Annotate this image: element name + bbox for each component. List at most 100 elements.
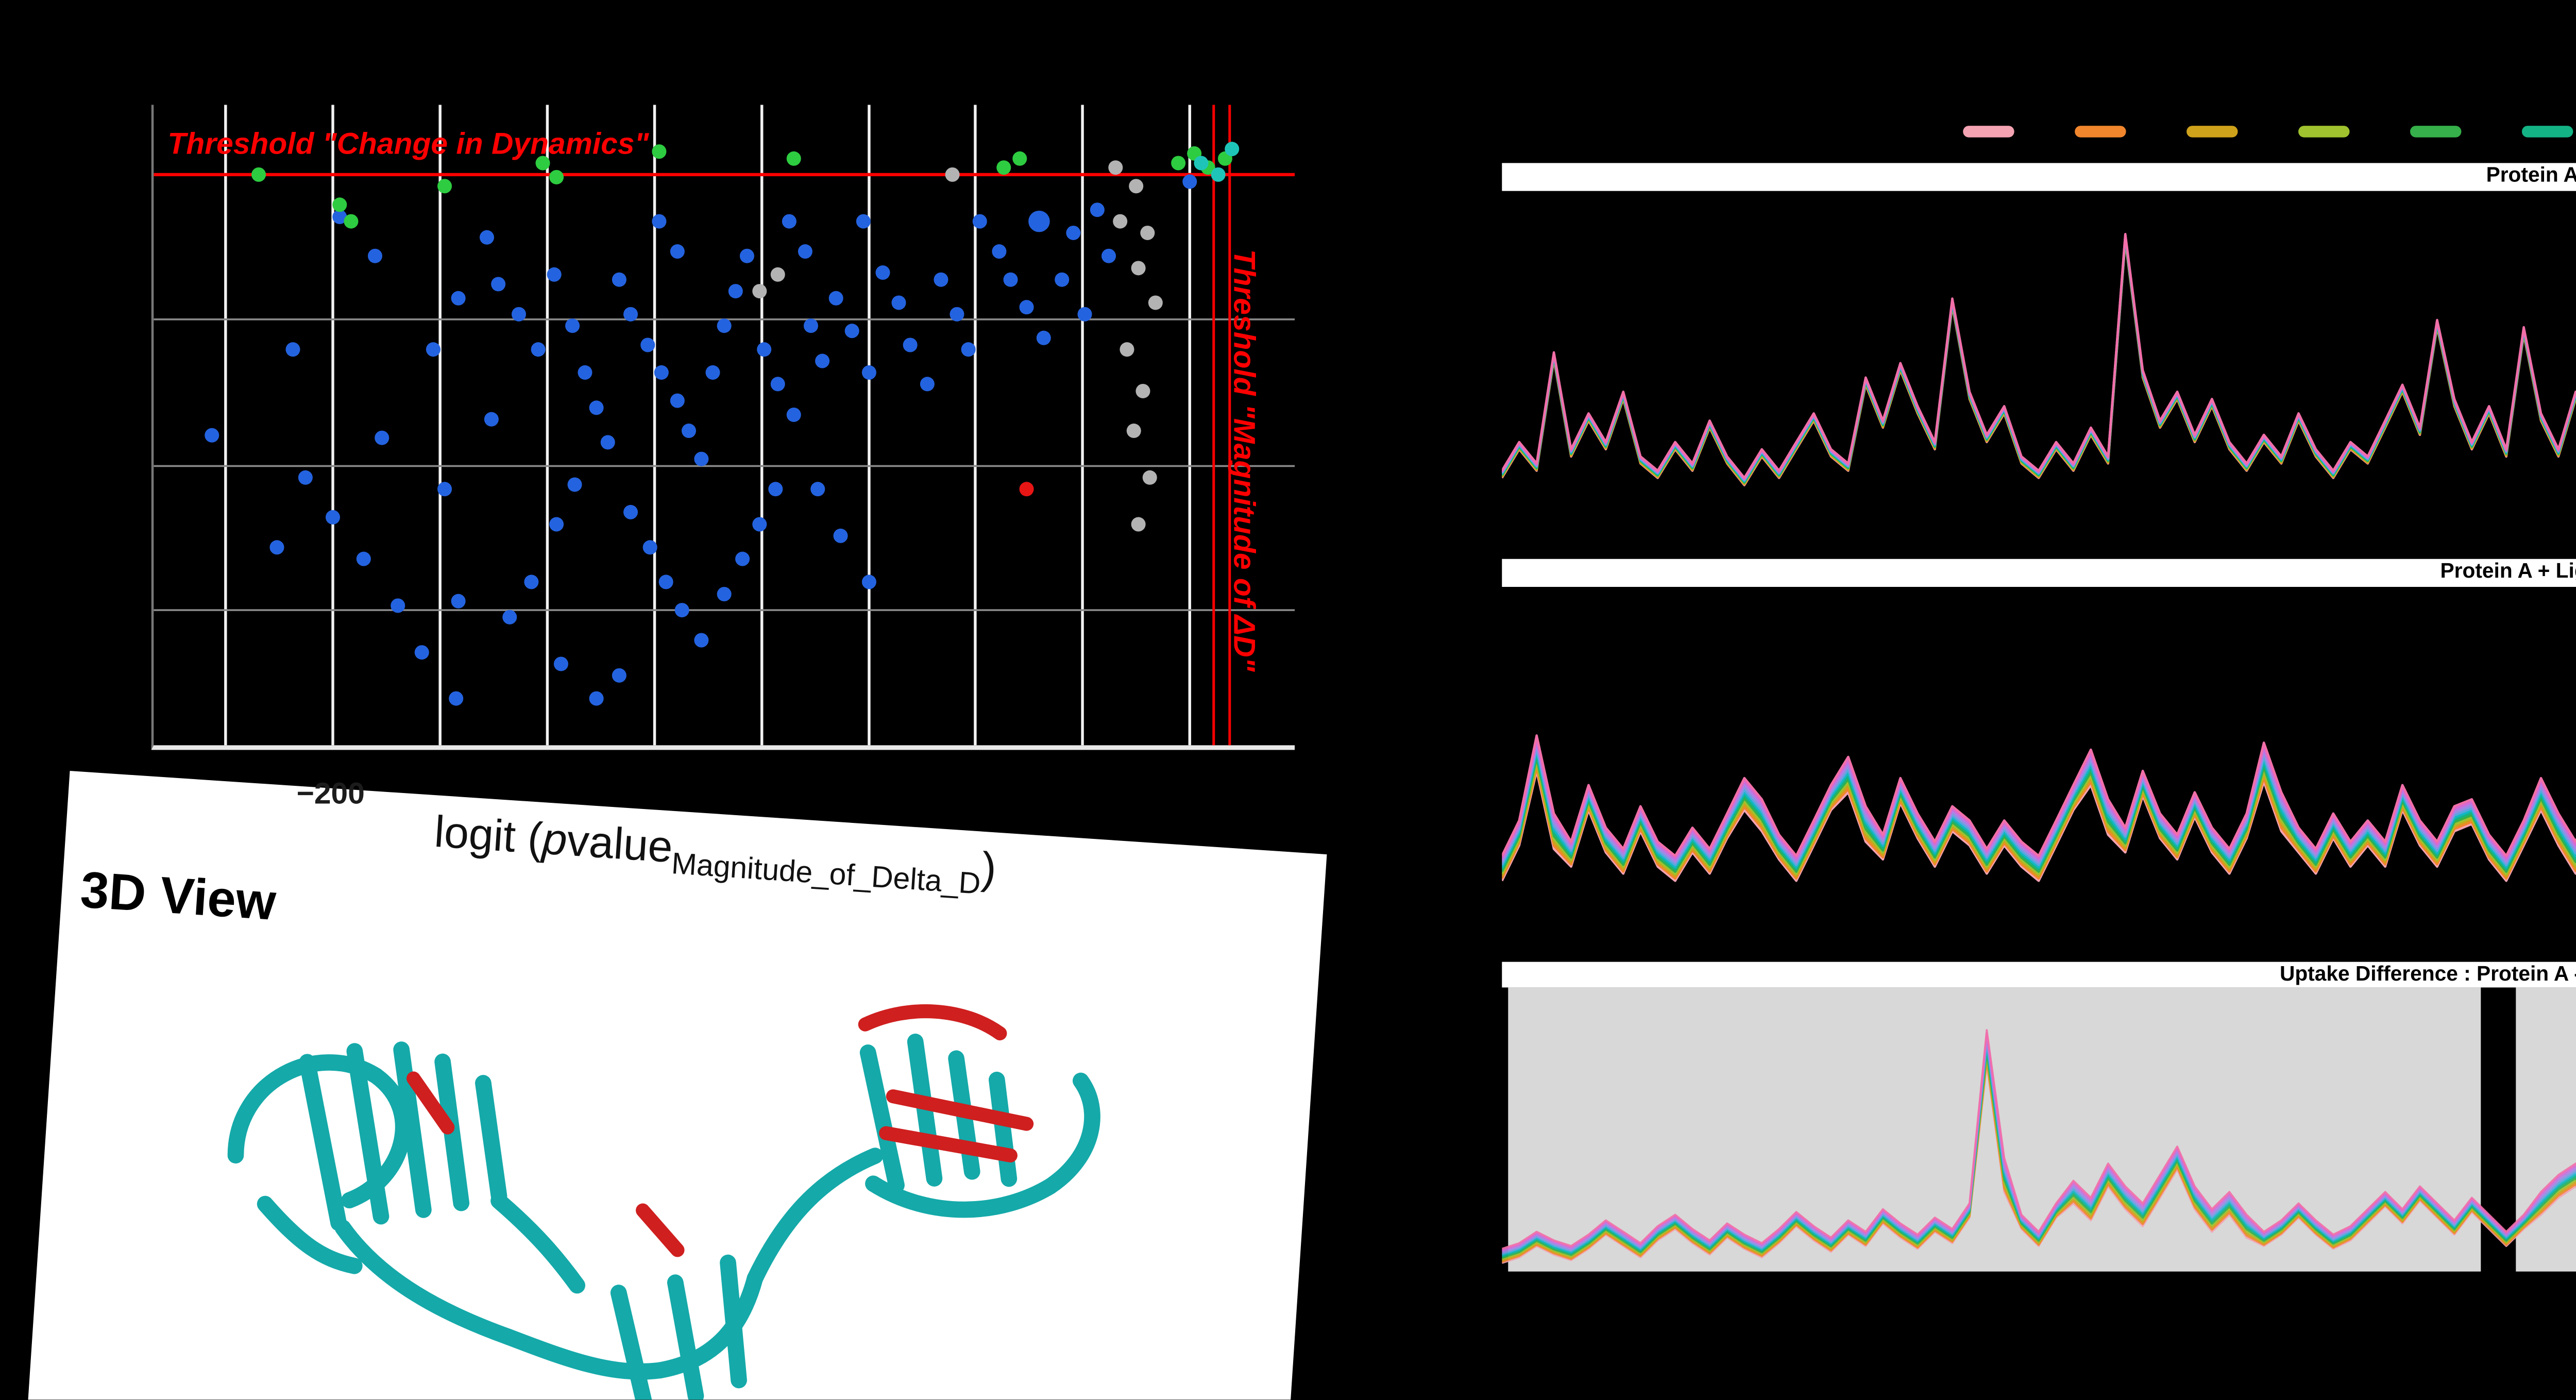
scatter-point-no-significant-change[interactable] — [612, 668, 626, 683]
scatter-point-significant-change[interactable] — [549, 170, 564, 184]
scatter-point-no-significant-change[interactable] — [992, 244, 1007, 259]
scatter-point-significant-change[interactable] — [652, 144, 667, 159]
scatter-point-no-significant-change[interactable] — [950, 307, 964, 322]
scatter-point-significant-change[interactable] — [535, 156, 550, 171]
scatter-point-no-significant-change[interactable] — [972, 214, 987, 229]
scatter-point-no-significant-change[interactable] — [674, 603, 689, 618]
scatter-point-no-significant-change[interactable] — [768, 482, 783, 497]
scatter-point-no-significant-change[interactable] — [782, 214, 796, 229]
scatter-point-below-magnitude-threshold[interactable] — [1142, 470, 1157, 485]
scatter-point-no-significant-change[interactable] — [1101, 248, 1116, 263]
scatter-point-no-significant-change[interactable] — [670, 244, 685, 259]
scatter-point-no-significant-change[interactable] — [502, 610, 517, 625]
scatter-point-no-significant-change[interactable] — [298, 470, 313, 485]
scatter-point-no-significant-change[interactable] — [285, 342, 300, 357]
scatter-point-no-significant-change[interactable] — [567, 477, 582, 492]
scatter-point-below-magnitude-threshold[interactable] — [945, 167, 960, 182]
scatter-point-no-significant-change[interactable] — [694, 633, 709, 648]
scatter-point-no-significant-change[interactable] — [670, 393, 685, 408]
uptake-difference-chart[interactable] — [1502, 987, 2576, 1272]
scatter-point-below-magnitude-threshold[interactable] — [1126, 424, 1141, 438]
scatter-point-no-significant-change[interactable] — [786, 407, 801, 422]
scatter-point-no-significant-change[interactable] — [623, 307, 638, 322]
scatter-point-teal-cluster[interactable] — [1194, 156, 1209, 171]
scatter-point-no-significant-change[interactable] — [391, 598, 405, 613]
scatter-point-no-significant-change[interactable] — [565, 318, 580, 333]
scatter-point-significant-change[interactable] — [344, 214, 359, 229]
scatter-point-significant-change[interactable] — [1012, 151, 1027, 166]
scatter-point-no-significant-change[interactable] — [612, 272, 626, 287]
scatter-point-no-significant-change[interactable] — [903, 338, 918, 352]
scatter-point-teal-cluster[interactable] — [1211, 167, 1226, 182]
scatter-point-no-significant-change[interactable] — [524, 575, 539, 589]
scatter-point-no-significant-change[interactable] — [891, 295, 906, 310]
scatter-point-no-significant-change[interactable] — [600, 435, 615, 450]
scatter-point-no-significant-change[interactable] — [920, 377, 935, 392]
scatter-point-below-magnitude-threshold[interactable] — [1131, 517, 1146, 532]
scatter-point-significant-change[interactable] — [996, 160, 1011, 175]
scatter-point-no-significant-change[interactable] — [875, 265, 890, 280]
scatter-point-no-significant-change[interactable] — [803, 318, 818, 333]
scatter-point-no-significant-change[interactable] — [798, 244, 812, 259]
uptake-chart-protein-a-ligand[interactable] — [1502, 586, 2576, 940]
scatter-point-no-significant-change[interactable] — [735, 551, 750, 566]
scatter-point-no-significant-change[interactable] — [479, 230, 495, 245]
scatter-point-significant-change[interactable] — [251, 167, 266, 182]
scatter-point-significant-change[interactable] — [437, 179, 452, 194]
scatter-point-no-significant-change[interactable] — [553, 656, 568, 671]
scatter-point-significant-change[interactable] — [1171, 156, 1186, 171]
scatter-point-no-significant-change[interactable] — [449, 691, 464, 706]
scatter-point-no-significant-change[interactable] — [752, 517, 767, 532]
scatter-point-no-significant-change[interactable] — [589, 400, 604, 415]
scatter-point-no-significant-change[interactable] — [770, 377, 785, 392]
scatter-point-no-significant-change[interactable] — [961, 342, 976, 357]
legend-dash[interactable] — [2409, 126, 2461, 137]
scatter-point-no-significant-change[interactable] — [437, 482, 452, 497]
scatter-point-no-significant-change[interactable] — [426, 342, 440, 357]
scatter-point-no-significant-change[interactable] — [861, 365, 876, 380]
scatter-point-below-magnitude-threshold[interactable] — [1113, 214, 1128, 229]
scatter-point-no-significant-change[interactable] — [642, 540, 657, 555]
scatter-point-no-significant-change[interactable] — [1036, 330, 1051, 345]
scatter-point-no-significant-change[interactable] — [1003, 272, 1018, 287]
3d-view-panel[interactable]: logit (pvalueMagnitude_of_Delta_D) 3D Vi… — [23, 771, 1327, 1400]
scatter-point-below-magnitude-threshold[interactable] — [1136, 383, 1150, 398]
scatter-point-negative-change[interactable] — [1019, 482, 1034, 497]
scatter-point-no-significant-change[interactable] — [1182, 174, 1197, 189]
legend-dash[interactable] — [2074, 126, 2126, 137]
legend-dash[interactable] — [2520, 126, 2572, 137]
scatter-point-no-significant-change[interactable] — [623, 504, 638, 519]
scatter-point-significant-change[interactable] — [332, 197, 347, 212]
scatter-point-no-significant-change[interactable] — [512, 307, 527, 322]
scatter-point-below-magnitude-threshold[interactable] — [1131, 261, 1146, 276]
scatter-point-teal-cluster[interactable] — [1225, 142, 1240, 157]
scatter-point-no-significant-change[interactable] — [815, 353, 830, 368]
scatter-point-no-significant-change[interactable] — [717, 586, 732, 602]
scatter-point-no-significant-change[interactable] — [640, 338, 655, 352]
scatter-point-below-magnitude-threshold[interactable] — [770, 267, 785, 282]
uptake-chart-protein-a[interactable] — [1502, 190, 2576, 548]
scatter-point-no-significant-change[interactable] — [269, 540, 284, 555]
scatter-point-below-magnitude-threshold[interactable] — [1140, 225, 1155, 240]
scatter-point-no-significant-change[interactable] — [356, 551, 371, 566]
scatter-point-no-significant-change[interactable] — [705, 365, 720, 380]
scatter-point-no-significant-change[interactable] — [654, 365, 669, 380]
scatter-point-no-significant-change[interactable] — [757, 342, 772, 357]
scatter-point-no-significant-change[interactable] — [861, 575, 876, 589]
scatter-point-no-significant-change[interactable] — [205, 428, 219, 443]
scatter-point-below-magnitude-threshold[interactable] — [752, 284, 767, 299]
scatter-point-no-significant-change[interactable] — [833, 528, 848, 543]
scatter-point-no-significant-change[interactable] — [1090, 203, 1105, 217]
scatter-point-no-significant-change[interactable] — [1055, 272, 1070, 287]
scatter-point-no-significant-change[interactable] — [934, 272, 948, 287]
scatter-point-below-magnitude-threshold[interactable] — [1120, 342, 1134, 357]
scatter-point-significant-change[interactable] — [786, 151, 801, 166]
scatter-point-no-significant-change[interactable] — [717, 318, 732, 333]
scatter-point-no-significant-change[interactable] — [367, 248, 382, 263]
legend-dash[interactable] — [1963, 126, 2014, 137]
scatter-point-no-significant-change[interactable] — [844, 324, 859, 339]
scatter-point-no-significant-change[interactable] — [414, 645, 429, 660]
scatter-point-no-significant-change[interactable] — [739, 248, 754, 263]
scatter-point-no-significant-change[interactable] — [728, 284, 743, 299]
volcano-scatter-chart[interactable] — [154, 105, 1295, 746]
